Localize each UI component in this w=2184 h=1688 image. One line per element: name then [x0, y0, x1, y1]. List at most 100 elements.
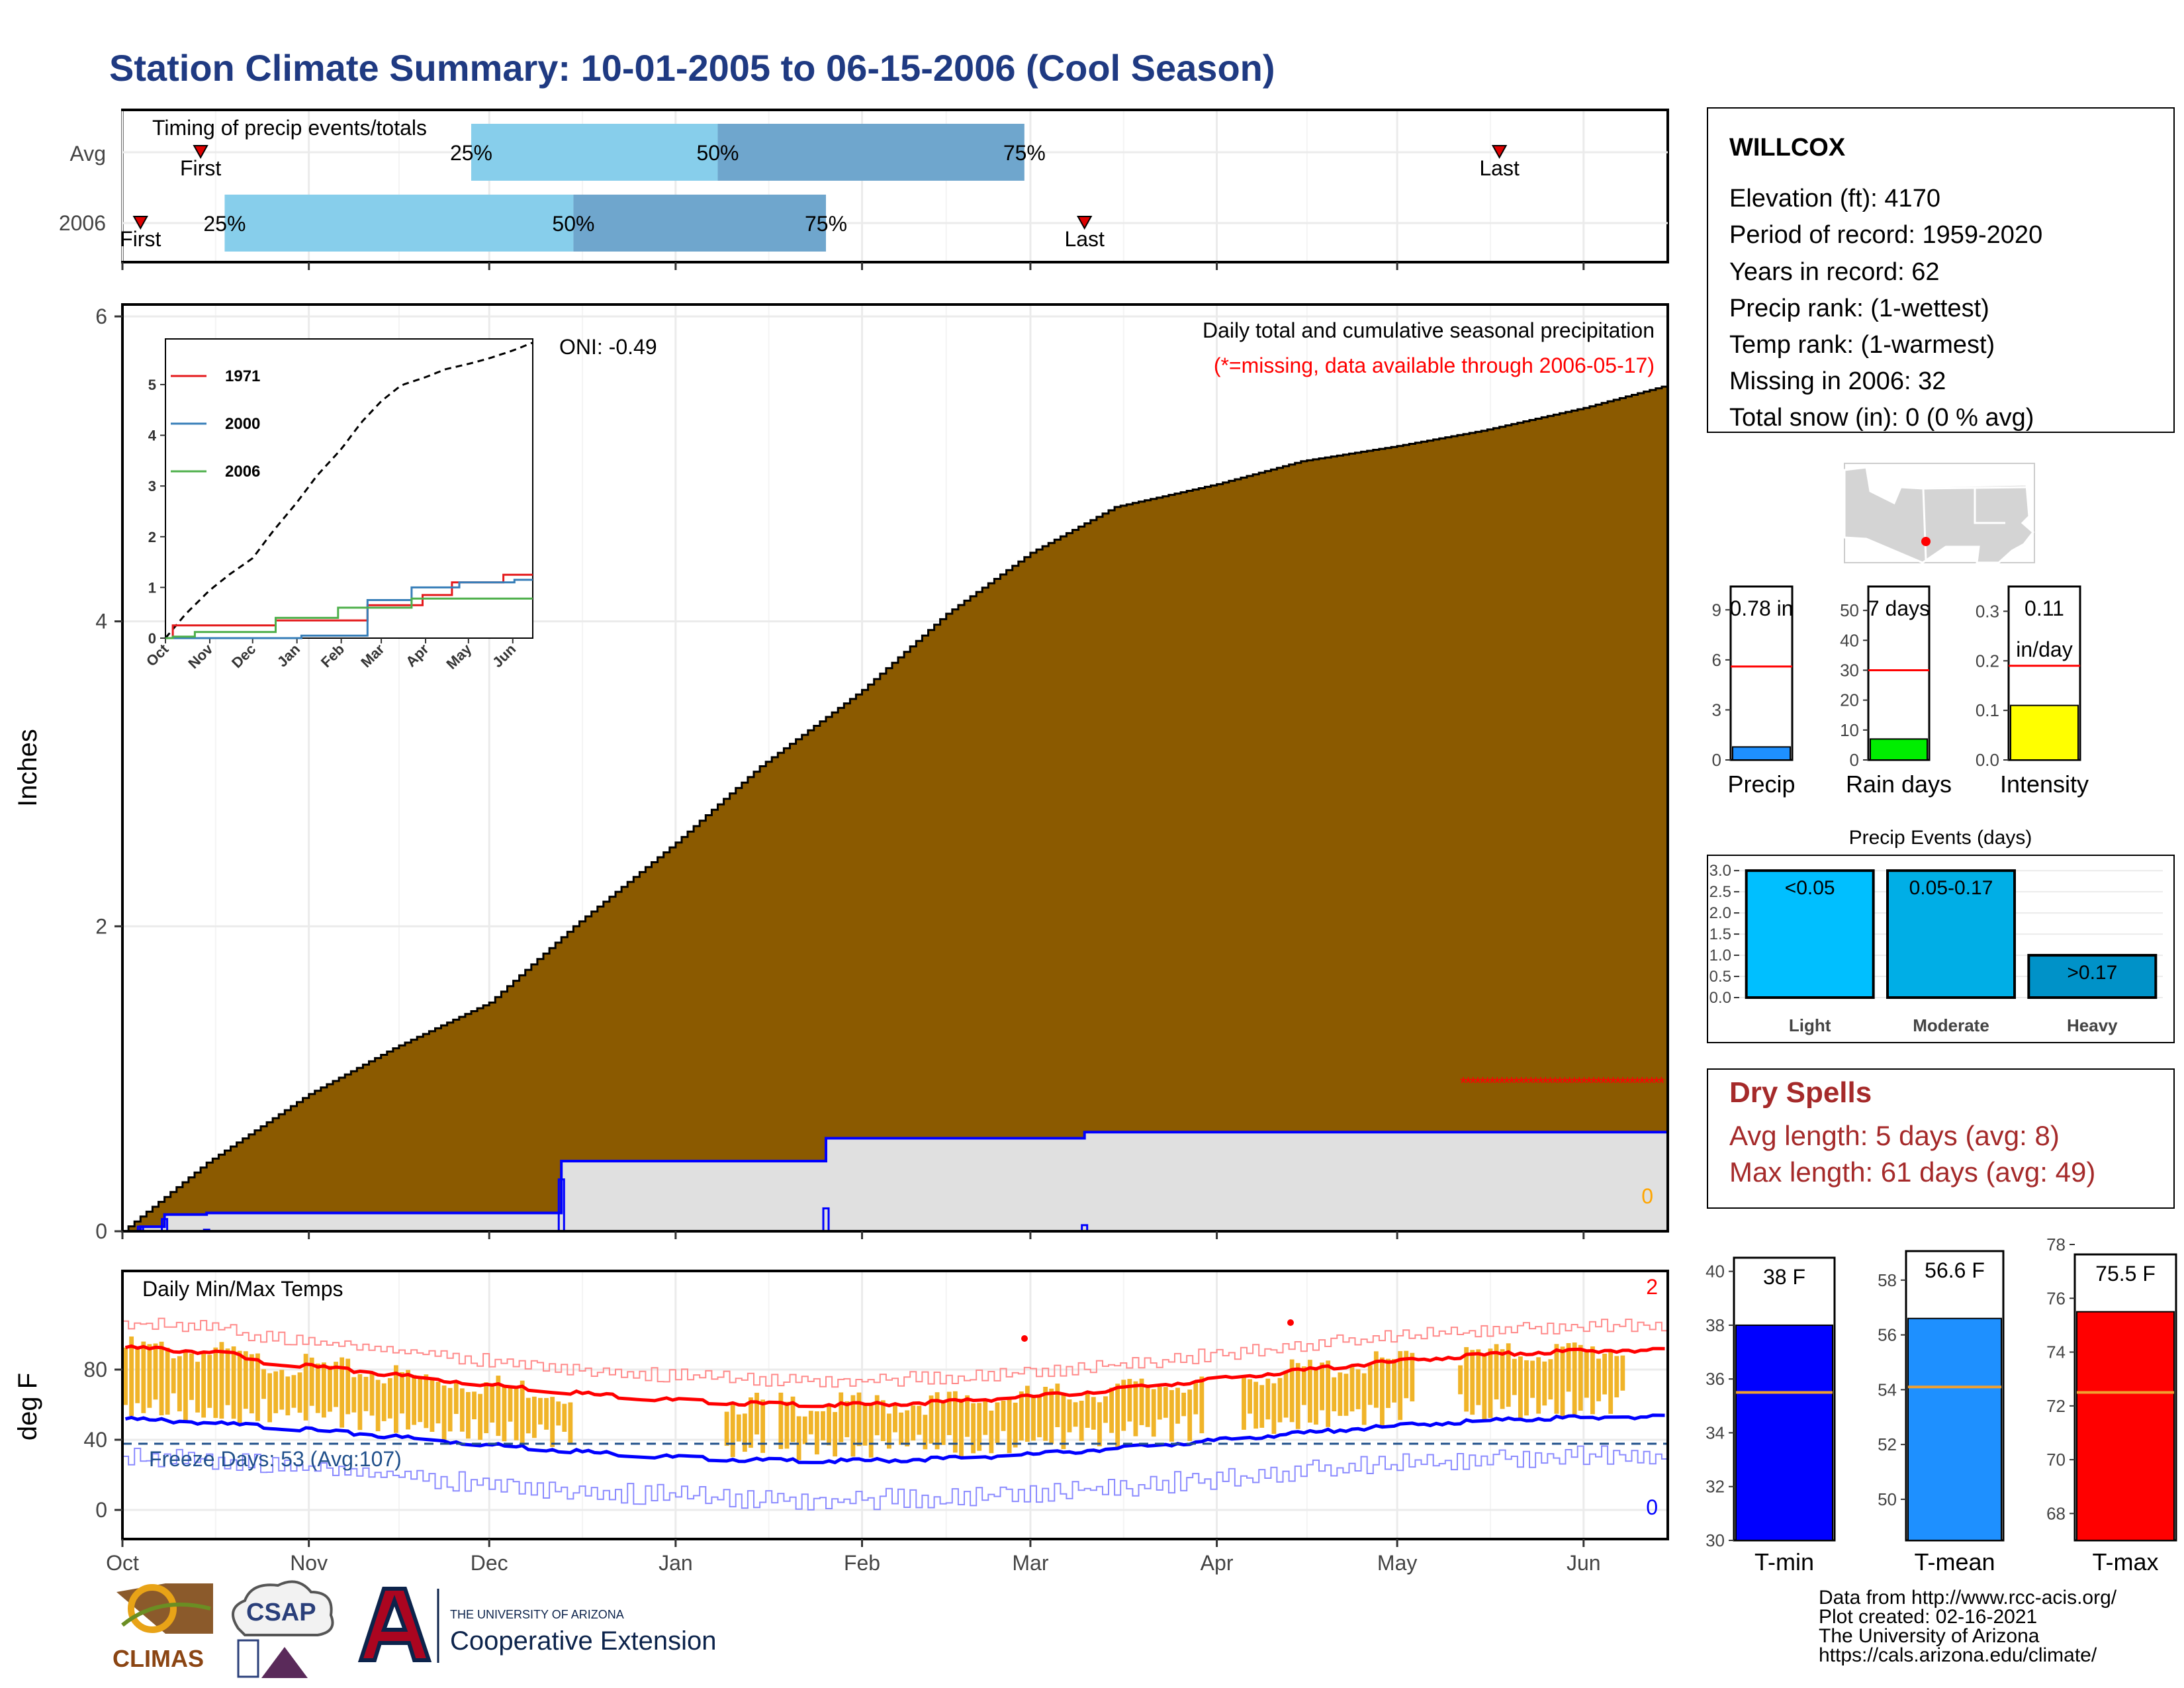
daily-temp-bar: [1283, 1370, 1289, 1418]
temp-bar-name: T-max: [2092, 1548, 2158, 1575]
daily-temp-bar: [1536, 1357, 1541, 1414]
daily-temp-bar: [1175, 1387, 1180, 1424]
daily-temp-bar: [1271, 1383, 1277, 1434]
event-bar: [1886, 869, 2016, 1000]
temp-bar-tick-label: 54: [1878, 1380, 1897, 1399]
daily-temp-bar: [255, 1353, 260, 1421]
temp-bar-tick-label: 52: [1878, 1434, 1897, 1454]
daily-temp-bar: [520, 1380, 525, 1446]
daily-temp-bar: [345, 1358, 351, 1415]
csap-bars: [237, 1639, 259, 1678]
missing-marker: *: [1590, 1073, 1597, 1093]
daily-temp-bar: [959, 1398, 964, 1458]
station-frame: [1707, 107, 2175, 433]
dry-max-length: Max length: 61 days (avg: 49): [1729, 1156, 2095, 1188]
daily-temp-bar: [1355, 1369, 1361, 1409]
daily-temp-bar: [297, 1372, 302, 1413]
dry-frame: [1707, 1068, 2175, 1209]
daily-temp-bar: [201, 1352, 206, 1418]
month-tick-label: Apr: [1201, 1551, 1234, 1575]
mini-bar-tick-label: 0.2: [1976, 651, 1999, 671]
oni-value: ONI: -0.49: [559, 335, 657, 359]
daily-temp-bar: [790, 1396, 796, 1442]
daily-temp-bar: [328, 1366, 332, 1412]
ua-logo: THE UNIVERSITY OF ARIZONA Cooperative Ex…: [357, 1587, 716, 1663]
daily-temp-bar: [1470, 1350, 1475, 1415]
inset-y-tick-label: 5: [148, 377, 156, 393]
daily-temp-bar: [1343, 1374, 1349, 1416]
daily-temp-bar: [393, 1365, 398, 1433]
daily-temp-bar: [1253, 1382, 1259, 1429]
events-y-tick-label: 0.5: [1709, 968, 1731, 986]
daily-temp-bar: [453, 1383, 459, 1414]
station-line: Temp rank: (1-warmest): [1729, 331, 1995, 359]
temp-bar-tick-label: 50: [1878, 1489, 1897, 1509]
temp-y-label: deg F: [13, 1373, 42, 1440]
temp-bar-value-label: 38 F: [1763, 1265, 1805, 1289]
daily-temp-bar: [1530, 1360, 1535, 1398]
missing-marker: *: [1634, 1073, 1641, 1093]
missing-marker: *: [1523, 1073, 1529, 1093]
daily-temp-bar: [952, 1391, 958, 1453]
mini-bar-value-label: 7 days: [1868, 596, 1930, 620]
missing-marker: *: [1547, 1073, 1553, 1093]
climas-logo-mark: [116, 1583, 213, 1634]
missing-marker: *: [1595, 1073, 1602, 1093]
temp-bar-tick-label: 58: [1878, 1270, 1897, 1290]
daily-temp-bar: [315, 1363, 320, 1413]
daily-temp-bar: [1001, 1400, 1006, 1431]
daily-temp-bar: [989, 1410, 994, 1454]
daily-temp-bar: [1097, 1402, 1102, 1446]
event-category-label: Heavy: [2067, 1015, 2118, 1035]
missing-count-precip: 0: [1641, 1184, 1653, 1208]
events-y-tick-label: 2.0: [1709, 904, 1731, 922]
inset-legend-label: 2000: [225, 415, 260, 433]
daily-temp-bar: [784, 1401, 790, 1449]
daily-temp-bar: [917, 1405, 922, 1435]
daily-temp-bar: [1596, 1358, 1601, 1401]
temp-bar-tick-label: 70: [2046, 1450, 2066, 1470]
station-info-box: WILLCOX Elevation (ft): 4170 Period of r…: [1707, 107, 2175, 433]
daily-temp-bar: [1386, 1358, 1390, 1408]
daily-temp-bar: [1289, 1359, 1295, 1423]
avg-max-line: [124, 1344, 1665, 1409]
daily-temp-bar: [1115, 1383, 1120, 1447]
daily-temp-bar: [1103, 1396, 1108, 1423]
missing-data-markers: ****************************************…: [1460, 1073, 1664, 1093]
avg-min-line: [124, 1413, 1665, 1465]
timing-last-marker: [1491, 145, 1508, 160]
missing-marker: *: [1561, 1073, 1568, 1093]
mini-bar-frame: [1867, 585, 1931, 761]
precip-y-axis: 0 2 4 6: [95, 305, 1585, 1243]
daily-temp-bar: [1301, 1366, 1306, 1405]
daily-temp-bar: [369, 1373, 375, 1416]
daily-temp-bar: [321, 1362, 326, 1418]
timing-bars: 25% 50% 75% First Last 25% 50% 75% First Last: [120, 124, 1520, 252]
daily-temp-bar: [1320, 1362, 1324, 1411]
inset-y-tick-label: 1: [148, 579, 156, 596]
daily-temp-bar: [1326, 1360, 1331, 1427]
daily-temp-bar: [911, 1405, 916, 1441]
temp-bar-tick-label: 76: [2046, 1288, 2066, 1308]
timing-pct-label: 75%: [1003, 141, 1046, 165]
season-mini-bars: 0.78 in 0 3 6 9 Precip 7 days 0 10 20 30 40 50 Rain d…: [1712, 585, 2089, 798]
timing-panel: 25% 50% 75% First Last 25% 50% 75% First Last Tim…: [59, 109, 1669, 270]
daily-temp-bar: [207, 1354, 212, 1408]
daily-temp-bar: [1620, 1355, 1625, 1391]
daily-temp-bar: [983, 1401, 988, 1435]
daily-temp-bar: [730, 1403, 735, 1458]
missing-marker: *: [1504, 1073, 1510, 1093]
missing-marker: *: [1527, 1073, 1534, 1093]
climas-text: CLIMAS: [113, 1645, 204, 1672]
daily-temp-bar: [1500, 1349, 1505, 1409]
daily-temp-bar: [1187, 1389, 1193, 1441]
daily-temp-bar: [1307, 1360, 1312, 1423]
daily-temp-bar: [424, 1374, 429, 1429]
missing-marker: *: [1498, 1073, 1505, 1093]
avg-cumulative-area: [122, 385, 1669, 1233]
daily-temp-bar: [1367, 1365, 1373, 1405]
daily-temp-bar: [363, 1376, 369, 1411]
state-borders: [1900, 486, 2027, 561]
missing-marker: *: [1586, 1073, 1592, 1093]
